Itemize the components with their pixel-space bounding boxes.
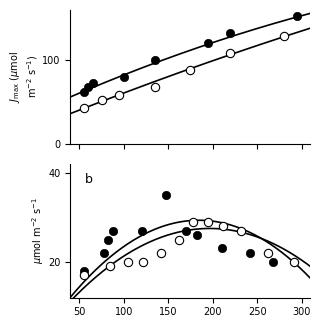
Point [183, 228, 188, 233]
Point [81, 89, 86, 94]
Point [86, 85, 91, 90]
Point [102, 250, 107, 255]
Point [194, 233, 199, 238]
Point [141, 259, 146, 264]
Point [188, 67, 193, 72]
Point [105, 237, 110, 242]
Point [81, 273, 86, 278]
Point [221, 224, 226, 229]
Point [292, 259, 297, 264]
Point [228, 30, 233, 36]
Point [164, 192, 169, 197]
Y-axis label: $J_{\mathrm{max}}$ ($\mu$mol
m$^{-2}$ s$^{-1}$): $J_{\mathrm{max}}$ ($\mu$mol m$^{-2}$ s$… [8, 51, 40, 103]
Point [110, 228, 116, 233]
Point [206, 41, 211, 46]
Point [139, 228, 144, 233]
Point [152, 84, 157, 89]
Point [90, 81, 95, 86]
Text: b: b [85, 173, 93, 186]
Point [281, 34, 286, 39]
Point [270, 259, 276, 264]
Point [219, 246, 224, 251]
Point [152, 57, 157, 62]
Point [190, 219, 196, 224]
Point [206, 219, 211, 224]
Point [121, 74, 126, 79]
Point [158, 250, 164, 255]
Point [238, 228, 244, 233]
Y-axis label: $\mu$mol m$^{-2}$ s$^{-1}$: $\mu$mol m$^{-2}$ s$^{-1}$ [30, 197, 45, 264]
Point [176, 237, 181, 242]
Point [81, 106, 86, 111]
Point [294, 14, 300, 19]
Point [81, 268, 86, 273]
Point [117, 92, 122, 98]
Point [265, 250, 270, 255]
Point [247, 250, 252, 255]
Point [99, 98, 104, 103]
Point [108, 264, 113, 269]
Point [228, 51, 233, 56]
Point [126, 259, 131, 264]
